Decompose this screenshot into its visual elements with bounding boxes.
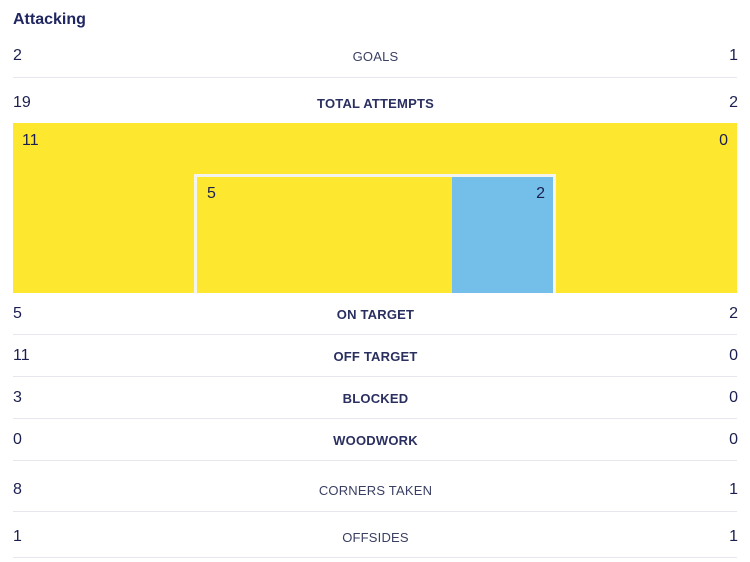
stat-label: OFFSIDES [342,529,409,545]
stat-row-total-attempts: 19 TOTAL ATTEMPTS 2 [0,93,750,113]
away-value: 2 [729,94,738,111]
home-value: 0 [13,431,22,448]
goal-frame: 5 2 [194,174,556,293]
stat-label: ON TARGET [336,306,415,322]
home-on-target-area [197,177,452,293]
section-title: Attacking [13,11,86,28]
off-target-away-count: 0 [719,132,728,149]
stat-row-offsides: 1 OFFSIDES 1 [0,527,750,547]
on-target-away-count: 2 [536,185,545,202]
away-value: 1 [729,528,738,545]
away-value: 2 [729,305,738,322]
divider [13,557,737,558]
divider [13,334,737,335]
stat-label: BLOCKED [342,390,409,406]
divider [13,460,737,461]
stat-label: WOODWORK [333,432,418,448]
home-value: 2 [13,47,22,64]
stat-label: GOALS [352,48,399,64]
away-value: 1 [729,481,738,498]
stat-label: TOTAL ATTEMPTS [317,95,434,111]
stat-row-off-target: 11 OFF TARGET 0 [0,346,750,366]
home-value: 8 [13,481,22,498]
divider [13,418,737,419]
stat-row-woodwork: 0 WOODWORK 0 [0,430,750,450]
home-value: 11 [13,347,30,364]
away-value: 1 [729,47,738,64]
stat-label: CORNERS TAKEN [318,482,433,498]
away-value: 0 [729,389,738,406]
divider [13,511,737,512]
stat-row-corners: 8 CORNERS TAKEN 1 [0,480,750,500]
stat-row-on-target: 5 ON TARGET 2 [0,304,750,324]
home-value: 5 [13,305,22,322]
divider [13,77,737,78]
home-value: 19 [13,94,31,111]
on-target-home-count: 5 [207,185,216,202]
away-value: 0 [729,431,738,448]
divider [13,376,737,377]
away-value: 0 [729,347,738,364]
away-on-target-area [452,177,553,293]
stat-label: OFF TARGET [333,348,418,364]
stat-row-goals: 2 GOALS 1 [0,46,750,66]
stat-row-blocked: 3 BLOCKED 0 [0,388,750,408]
attempts-graphic: 11 0 5 2 [13,123,737,293]
home-value: 1 [13,528,22,545]
off-target-home-count: 11 [22,132,39,149]
home-value: 3 [13,389,22,406]
